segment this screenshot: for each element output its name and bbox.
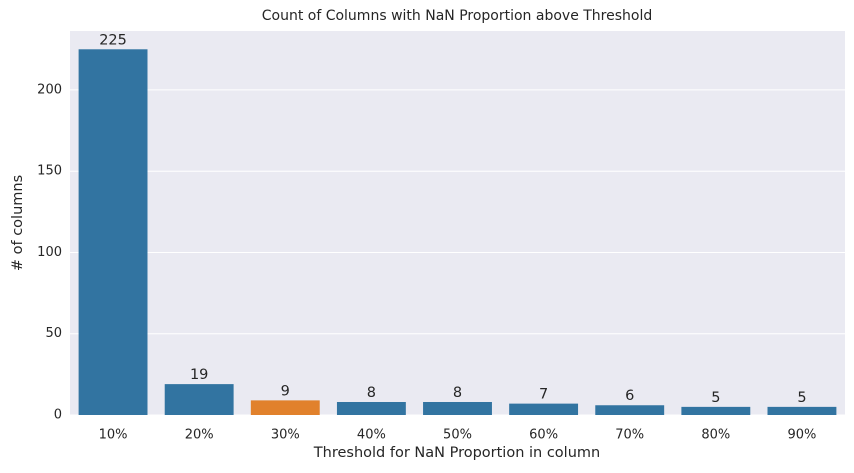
value-label: 225	[99, 32, 127, 48]
plot-area	[70, 31, 845, 415]
value-label: 9	[281, 383, 290, 399]
value-label: 7	[539, 387, 548, 403]
chart-title: Count of Columns with NaN Proportion abo…	[262, 8, 653, 24]
y-tick-label: 150	[37, 164, 62, 179]
bar	[250, 400, 320, 415]
x-tick-label: 50%	[443, 428, 472, 443]
x-tick-label: 30%	[271, 428, 300, 443]
y-tick-label: 0	[54, 408, 62, 423]
bar	[336, 401, 406, 415]
y-tick-label: 50	[45, 326, 62, 341]
bar	[164, 384, 234, 415]
x-tick-label: 80%	[701, 428, 730, 443]
bar	[767, 406, 837, 415]
value-label: 19	[190, 367, 208, 383]
x-axis-label: Threshold for NaN Proportion in column	[313, 445, 600, 461]
bar	[595, 405, 665, 415]
y-axis-label: # of columns	[10, 175, 26, 271]
value-label: 8	[453, 385, 462, 401]
value-label: 6	[625, 388, 634, 404]
bar	[78, 49, 148, 416]
bar	[423, 401, 492, 415]
value-label: 5	[797, 390, 806, 406]
x-tick-label: 20%	[185, 428, 214, 443]
bar	[509, 403, 579, 415]
x-tick-label: 70%	[615, 428, 644, 443]
bar	[681, 406, 751, 415]
y-tick-label: 100	[37, 245, 62, 260]
x-tick-label: 10%	[99, 428, 128, 443]
value-label: 5	[711, 390, 720, 406]
x-tick-label: 60%	[529, 428, 558, 443]
y-tick-label: 200	[37, 82, 62, 97]
x-tick-label: 90%	[787, 428, 816, 443]
x-tick-label: 40%	[357, 428, 386, 443]
value-label: 8	[367, 385, 376, 401]
